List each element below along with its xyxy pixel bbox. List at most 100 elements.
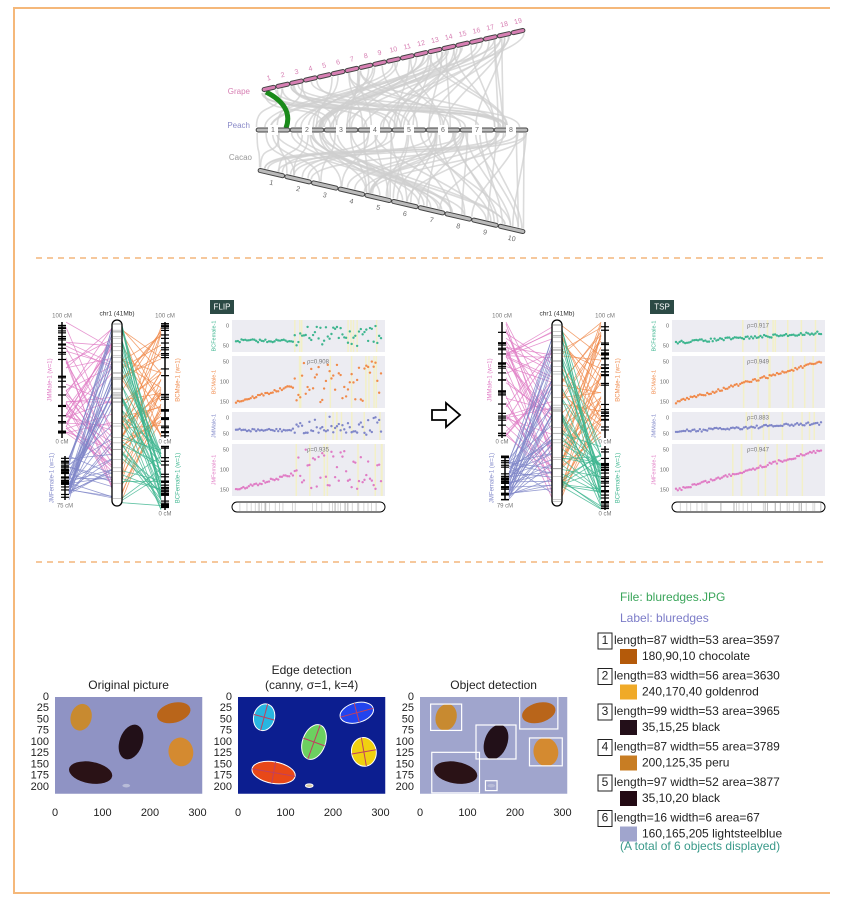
track-point bbox=[717, 427, 720, 430]
track-point bbox=[711, 428, 714, 431]
track-point bbox=[810, 332, 814, 335]
track-point bbox=[295, 344, 298, 347]
map-label: 0 cM bbox=[598, 440, 611, 446]
genome-label: Grape bbox=[228, 87, 251, 96]
track-point bbox=[792, 457, 795, 461]
track-point bbox=[324, 379, 328, 383]
marker-link bbox=[65, 345, 113, 368]
track-point bbox=[748, 426, 751, 429]
object-id: 4 bbox=[602, 740, 609, 754]
marker-link bbox=[121, 357, 162, 458]
chromosome bbox=[401, 54, 414, 60]
track-tick: 0 bbox=[666, 415, 669, 421]
track-point bbox=[751, 467, 755, 470]
y-tick-label: 100 bbox=[214, 736, 232, 748]
track-point bbox=[278, 427, 282, 431]
marker-link bbox=[561, 358, 602, 506]
synteny-link bbox=[461, 132, 469, 215]
chromosome bbox=[470, 38, 483, 44]
marker-link bbox=[561, 415, 602, 500]
track-point bbox=[683, 486, 687, 489]
track-point bbox=[247, 397, 251, 401]
marker-link bbox=[561, 454, 602, 464]
marker-link bbox=[68, 469, 113, 495]
marker-link bbox=[561, 368, 602, 484]
track-point bbox=[253, 396, 256, 400]
total-note: (A total of 6 objects displayed) bbox=[620, 839, 780, 853]
chromosome bbox=[418, 206, 445, 215]
id-box bbox=[597, 739, 613, 756]
track-bg bbox=[232, 444, 385, 496]
track-point bbox=[315, 426, 318, 429]
track-point bbox=[251, 338, 254, 341]
track-point bbox=[764, 376, 768, 380]
chromosome bbox=[331, 70, 345, 76]
track-point bbox=[240, 400, 243, 403]
track-point bbox=[280, 475, 284, 479]
chromosome bbox=[445, 212, 471, 221]
synteny-link bbox=[428, 54, 508, 128]
track-point bbox=[764, 423, 768, 427]
id-box bbox=[597, 810, 613, 827]
chromosome-number: 4 bbox=[349, 198, 354, 206]
chromosome bbox=[312, 181, 338, 190]
marker-link bbox=[121, 362, 162, 474]
track-point bbox=[339, 326, 342, 330]
track-point bbox=[779, 459, 782, 463]
marker-link bbox=[505, 435, 553, 474]
track-tick: 100 bbox=[660, 467, 669, 473]
marker-link bbox=[121, 443, 162, 504]
track-point bbox=[766, 424, 769, 428]
y-tick-label: 50 bbox=[220, 713, 232, 725]
track-point bbox=[355, 344, 359, 348]
track-point bbox=[280, 388, 284, 392]
track-point bbox=[337, 479, 340, 482]
track-point bbox=[289, 429, 293, 432]
track-point bbox=[284, 386, 287, 389]
track-point bbox=[269, 428, 273, 432]
y-tick-label: 0 bbox=[43, 691, 49, 703]
track-point bbox=[786, 334, 790, 338]
track-point bbox=[350, 342, 353, 346]
track-point bbox=[762, 465, 766, 469]
marker-link bbox=[121, 452, 162, 505]
marker-link bbox=[65, 347, 113, 429]
map-label: BCMale-1 (w=1) bbox=[616, 358, 622, 402]
synteny-link bbox=[363, 132, 497, 192]
track-tick: 50 bbox=[663, 431, 669, 437]
track-point bbox=[775, 334, 779, 337]
marker-link bbox=[561, 439, 602, 466]
track-point bbox=[330, 424, 333, 428]
track-point bbox=[332, 455, 335, 458]
track-point bbox=[379, 479, 383, 483]
track-point bbox=[333, 426, 337, 430]
track-point bbox=[709, 392, 713, 395]
track-point bbox=[724, 336, 727, 340]
track-point bbox=[781, 424, 784, 428]
seed bbox=[118, 724, 144, 760]
chromosome bbox=[365, 193, 391, 203]
track-point bbox=[310, 486, 313, 490]
chromosome bbox=[338, 187, 365, 196]
marker-link bbox=[561, 378, 602, 414]
track-point bbox=[775, 371, 779, 375]
marker-link bbox=[65, 342, 113, 392]
chromosome bbox=[392, 199, 418, 209]
synteny-link bbox=[406, 132, 499, 202]
y-tick-label: 25 bbox=[402, 702, 414, 714]
chromosome-number: 8 bbox=[455, 223, 460, 231]
track-point bbox=[359, 327, 363, 331]
synteny-link bbox=[400, 49, 455, 128]
track-label: BCMale-1 bbox=[651, 370, 657, 394]
track-point bbox=[687, 429, 691, 433]
x-tick-label: 300 bbox=[188, 807, 206, 819]
track-point bbox=[728, 473, 731, 476]
track-point bbox=[729, 474, 733, 478]
track-point bbox=[718, 337, 722, 340]
marker-link bbox=[121, 397, 162, 485]
track-point bbox=[707, 340, 711, 343]
track-point bbox=[770, 462, 773, 465]
synteny-link bbox=[522, 132, 525, 229]
track-point bbox=[242, 399, 245, 402]
track-point bbox=[299, 332, 302, 335]
